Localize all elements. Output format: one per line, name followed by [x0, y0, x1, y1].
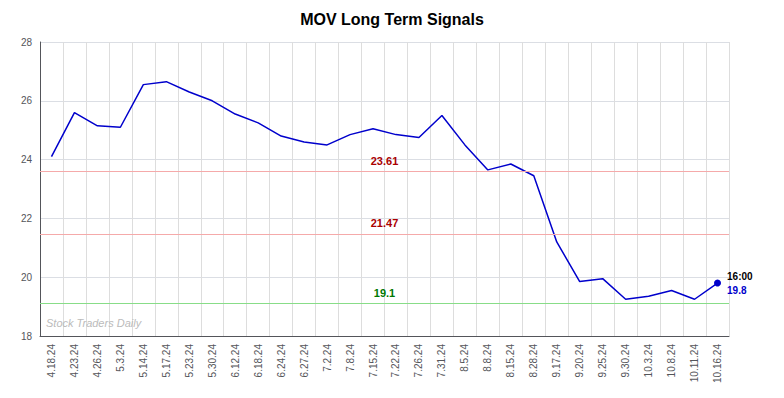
svg-text:28: 28: [21, 37, 33, 48]
svg-text:5.3.24: 5.3.24: [115, 344, 126, 372]
svg-text:5.30.24: 5.30.24: [207, 344, 218, 378]
svg-text:10.3.24: 10.3.24: [643, 344, 654, 378]
svg-text:8.15.24: 8.15.24: [505, 344, 516, 378]
svg-text:5.14.24: 5.14.24: [138, 344, 149, 378]
svg-text:6.12.24: 6.12.24: [230, 344, 241, 378]
svg-text:4.26.24: 4.26.24: [92, 344, 103, 378]
svg-text:7.8.24: 7.8.24: [345, 344, 356, 372]
svg-text:7.22.24: 7.22.24: [390, 344, 401, 378]
svg-text:8.5.24: 8.5.24: [459, 344, 470, 372]
svg-text:10.8.24: 10.8.24: [666, 344, 677, 378]
svg-text:9.30.24: 9.30.24: [620, 344, 631, 378]
svg-text:4.23.24: 4.23.24: [69, 344, 80, 378]
svg-text:6.24.24: 6.24.24: [276, 344, 287, 378]
svg-text:8.8.24: 8.8.24: [482, 344, 493, 372]
svg-text:9.20.24: 9.20.24: [574, 344, 585, 378]
svg-text:MOV Long Term Signals: MOV Long Term Signals: [300, 11, 484, 28]
svg-text:7.31.24: 7.31.24: [436, 344, 447, 378]
svg-text:7.15.24: 7.15.24: [368, 344, 379, 378]
svg-text:16:00: 16:00: [727, 271, 753, 282]
svg-text:10.16.24: 10.16.24: [712, 344, 723, 383]
svg-text:19.8: 19.8: [727, 285, 747, 296]
svg-text:5.23.24: 5.23.24: [184, 344, 195, 378]
svg-text:9.17.24: 9.17.24: [551, 344, 562, 378]
svg-text:6.18.24: 6.18.24: [253, 344, 264, 378]
svg-text:10.11.24: 10.11.24: [689, 344, 700, 383]
svg-text:26: 26: [21, 95, 33, 106]
svg-text:24: 24: [21, 154, 33, 165]
svg-text:22: 22: [21, 213, 33, 224]
svg-text:7.2.24: 7.2.24: [322, 344, 333, 372]
svg-text:6.27.24: 6.27.24: [299, 344, 310, 378]
svg-text:4.18.24: 4.18.24: [46, 344, 57, 378]
svg-text:23.61: 23.61: [371, 155, 399, 167]
svg-text:Stock Traders Daily: Stock Traders Daily: [46, 317, 143, 329]
svg-text:5.17.24: 5.17.24: [161, 344, 172, 378]
svg-text:7.26.24: 7.26.24: [413, 344, 424, 378]
svg-text:20: 20: [21, 272, 33, 283]
svg-text:18: 18: [21, 331, 33, 342]
svg-text:8.28.24: 8.28.24: [528, 344, 539, 378]
svg-text:21.47: 21.47: [371, 217, 399, 229]
svg-text:19.1: 19.1: [374, 287, 395, 299]
svg-text:9.25.24: 9.25.24: [597, 344, 608, 378]
